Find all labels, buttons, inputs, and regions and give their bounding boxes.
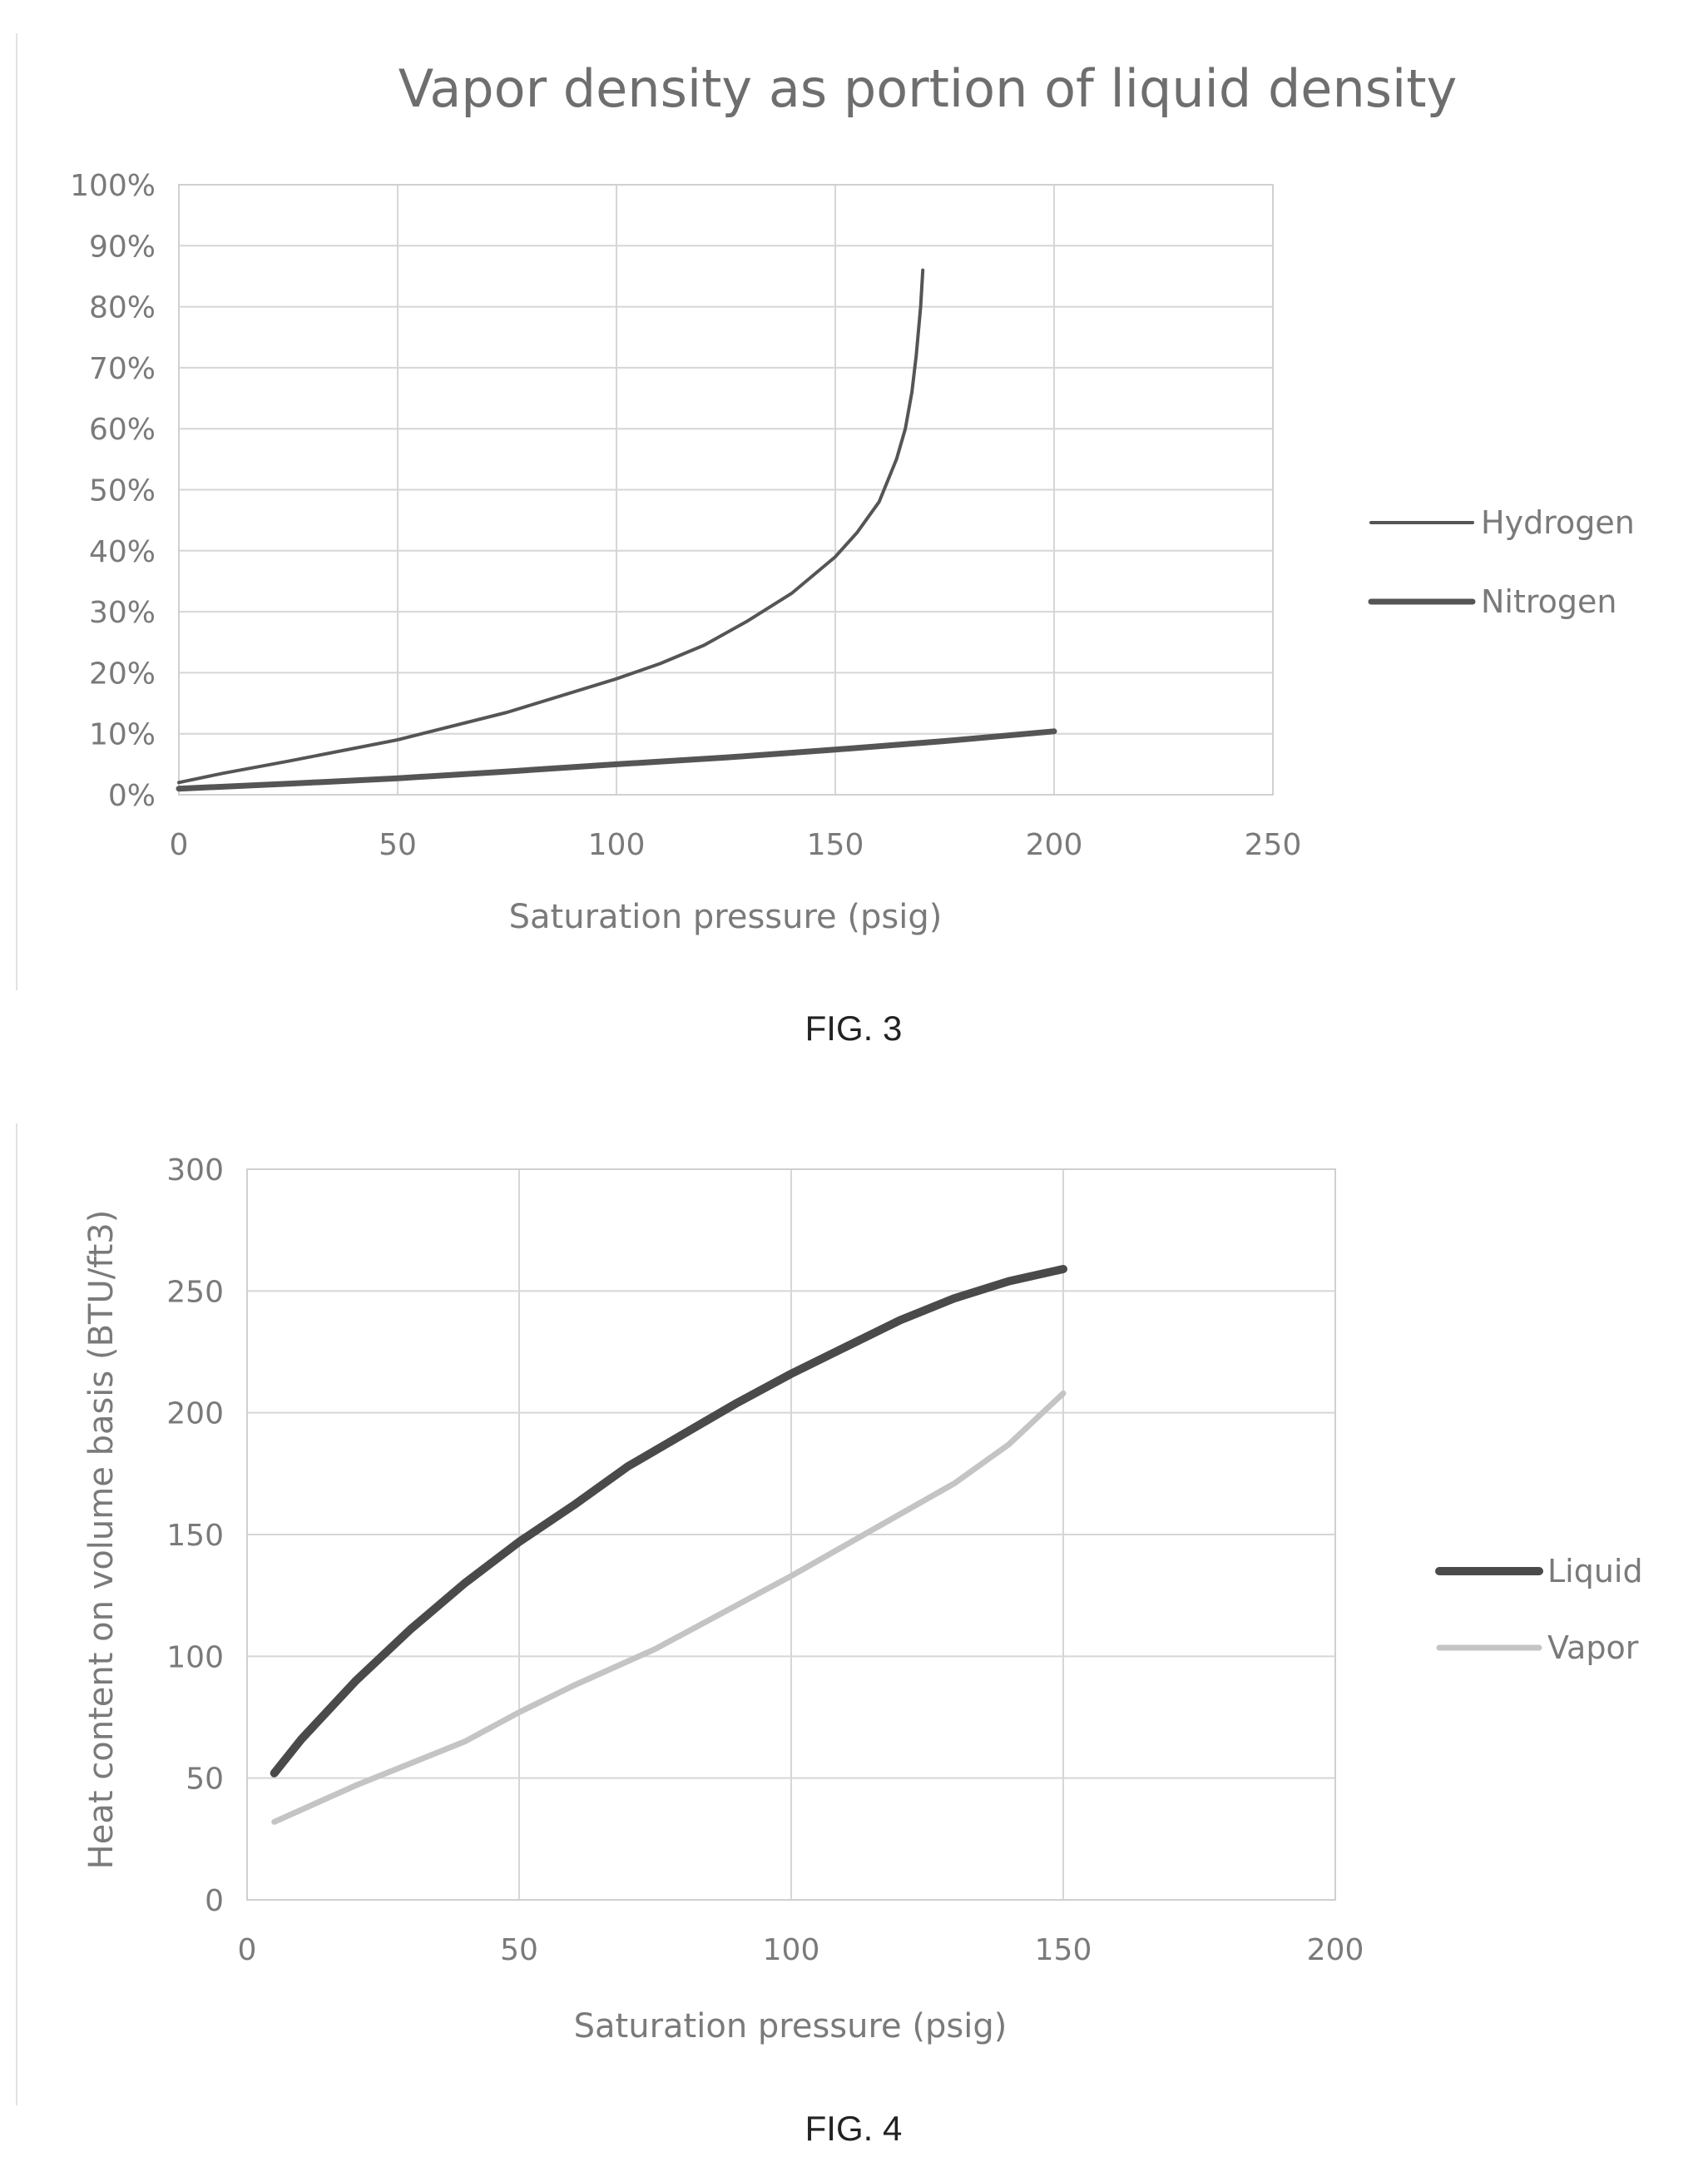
- chart2-y-axis-label: Heat content on volume basis (BTU/ft3): [82, 1210, 121, 1870]
- nitrogen-legend-label: Nitrogen: [1481, 583, 1617, 620]
- chart2-gridlines: [246, 1168, 1336, 1901]
- chart1-x-tick: 250: [1245, 828, 1302, 862]
- chart2-y-tick: 150: [166, 1519, 224, 1553]
- chart1-x-tick: 50: [379, 828, 417, 862]
- chart1-y-tick: 100%: [70, 169, 156, 203]
- chart1-y-tick: 70%: [89, 352, 156, 386]
- chart1-y-tick: 80%: [89, 291, 156, 325]
- hydrogen-legend-label: Hydrogen: [1481, 504, 1635, 541]
- chart1-x-tick: 150: [807, 828, 864, 862]
- chart1-y-tick: 30%: [89, 596, 156, 630]
- chart1-legend: Hydrogen Nitrogen: [1368, 504, 1635, 620]
- chart2-x-axis-label: Saturation pressure (psig): [574, 2007, 1007, 2045]
- chart2-y-tick: 0: [205, 1884, 224, 1918]
- fig3-caption: FIG. 3: [805, 1009, 903, 1048]
- chart2-x-tick-labels: 0 50 100 150 200: [238, 1933, 1364, 1967]
- chart-vapor-density: Vapor density as portion of liquid densi…: [70, 58, 1635, 936]
- chart1-y-tick: 20%: [89, 657, 156, 691]
- chart1-x-axis-label: Saturation pressure (psig): [509, 898, 943, 936]
- chart2-x-tick: 200: [1307, 1933, 1364, 1967]
- chart1-x-tick: 100: [588, 828, 646, 862]
- chart2-y-tick: 250: [166, 1275, 224, 1309]
- chart1-x-tick: 0: [170, 828, 189, 862]
- chart2-plot-area: [246, 1168, 1336, 1901]
- chart1-y-tick: 10%: [89, 718, 156, 752]
- chart2-x-tick: 150: [1035, 1933, 1092, 1967]
- chart2-legend: Liquid Vapor: [1435, 1553, 1643, 1666]
- chart1-plot-area: [178, 184, 1274, 796]
- chart1-y-tick: 50%: [89, 474, 156, 508]
- chart2-x-tick: 0: [238, 1933, 257, 1967]
- chart1-y-tick: 0%: [108, 779, 156, 813]
- hydrogen-series-line: [177, 268, 925, 785]
- chart2-y-tick-labels: 0 50 100 150 200 250 300: [166, 1153, 224, 1918]
- chart2-x-tick: 50: [500, 1933, 538, 1967]
- chart1-x-tick-labels: 0 50 100 150 200 250: [170, 828, 1302, 862]
- chart2-y-tick: 200: [166, 1397, 224, 1431]
- nitrogen-series-line: [176, 728, 1057, 792]
- chart1-x-tick: 200: [1026, 828, 1083, 862]
- chart-heat-content: 0 50 100 150 200 250 300 0 50 100 150 200 Saturati…: [82, 1153, 1643, 2045]
- fig4-caption: FIG. 4: [805, 2109, 903, 2148]
- chart1-title: Vapor density as portion of liquid densi…: [399, 58, 1458, 119]
- chart1-y-tick: 60%: [89, 413, 156, 447]
- vapor-legend-label: Vapor: [1547, 1629, 1639, 1666]
- chart2-y-tick: 50: [186, 1763, 224, 1797]
- chart1-series: [176, 268, 1057, 792]
- chart1-y-tick: 90%: [89, 230, 156, 264]
- chart2-series: [270, 1265, 1067, 1825]
- liquid-series-line: [270, 1265, 1067, 1778]
- chart1-y-tick: 40%: [89, 535, 156, 569]
- chart1-y-tick-labels: 0% 10% 20% 30% 40% 50% 60% 70% 80% 90% 100%: [70, 169, 156, 813]
- chart1-gridlines: [178, 184, 1274, 796]
- vapor-series-line: [271, 1390, 1067, 1825]
- liquid-legend-label: Liquid: [1547, 1553, 1643, 1589]
- chart2-y-tick: 100: [166, 1640, 224, 1674]
- chart2-x-tick: 100: [763, 1933, 820, 1967]
- chart2-y-tick: 300: [166, 1153, 224, 1188]
